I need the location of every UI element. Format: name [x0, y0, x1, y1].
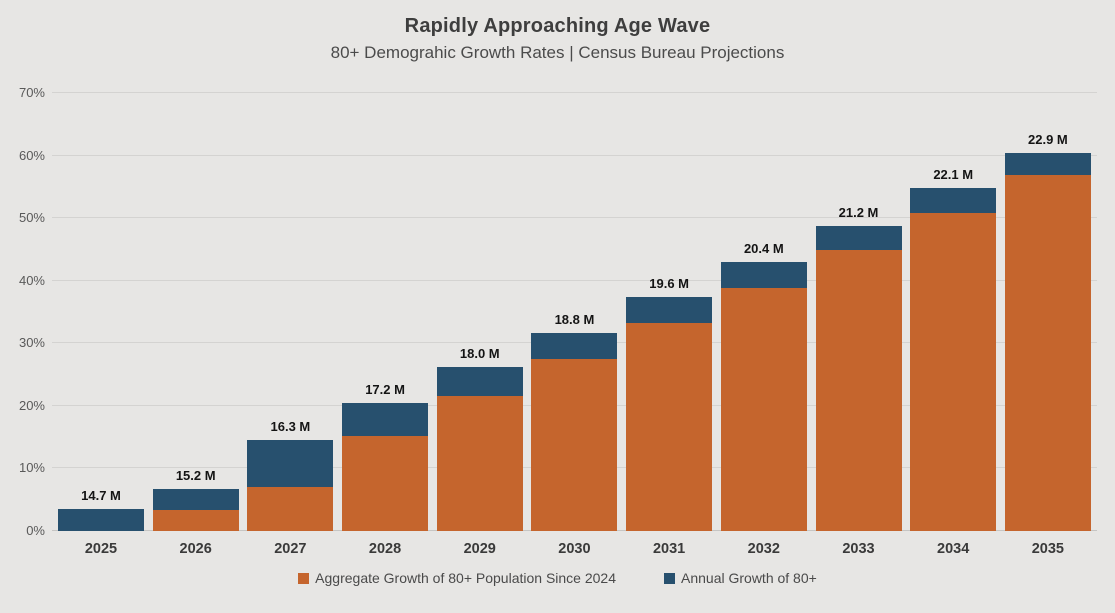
legend-item-annual: Annual Growth of 80+ — [664, 567, 817, 589]
x-tick-label: 2025 — [84, 541, 118, 557]
bar-value-label: 21.2 M — [838, 205, 879, 221]
chart-header: Rapidly Approaching Age Wave 80+ Demogra… — [0, 15, 1115, 63]
bar-segment-aggregate — [626, 323, 713, 531]
gridline — [52, 92, 1097, 93]
bar-column: 21.2 M 2033 — [815, 93, 902, 557]
x-tick-label: 2027 — [274, 541, 307, 557]
legend-label: Annual Growth of 80+ — [681, 570, 817, 586]
bar-value-label: 14.7 M — [81, 488, 121, 504]
bar-column: 19.6 M 2031 — [626, 93, 713, 557]
x-tick-label: 2029 — [463, 541, 496, 557]
bar-column: 15.2 M 2026 — [152, 93, 239, 557]
gridline — [52, 279, 1097, 281]
bar-segment-annual — [531, 332, 618, 359]
bar-value-label: 18.8 M — [554, 311, 595, 327]
bar-value-label: 15.2 M — [175, 468, 216, 484]
bar-segment-aggregate — [1004, 174, 1091, 531]
chart-title: Rapidly Approaching Age Wave — [404, 15, 711, 37]
x-tick-label: 2035 — [1031, 541, 1064, 557]
bar-segment-aggregate — [815, 250, 902, 531]
bar-segment-annual — [436, 367, 523, 396]
y-tick-label: 10% — [18, 460, 45, 476]
bar-segment-aggregate — [436, 395, 523, 531]
bar-column: 16.3 M 2027 — [247, 93, 334, 557]
bar-column: 18.0 M 2029 — [436, 93, 523, 557]
y-tick-label: 0% — [26, 523, 45, 538]
y-tick-label: 20% — [18, 397, 45, 413]
bar-value-label: 16.3 M — [270, 419, 311, 435]
bar-value-label: 22.1 M — [933, 167, 974, 183]
y-axis: 0% 10% 20% 30% 40% 50% 60% 70% — [0, 86, 45, 538]
y-tick-label: 40% — [18, 272, 45, 288]
chart-subtitle: 80+ Demograhic Growth Rates | Census Bur… — [330, 43, 785, 62]
bar-column: 22.9 M 2035 — [1004, 93, 1091, 557]
legend-label: Aggregate Growth of 80+ Population Since… — [315, 570, 616, 586]
y-tick-label: 60% — [18, 147, 45, 163]
bar-column: 20.4 M 2032 — [720, 93, 807, 557]
bar-segment-aggregate — [342, 435, 429, 531]
bar-column: 22.1 M 2034 — [910, 93, 997, 557]
bar-value-label: 17.2 M — [365, 381, 405, 397]
x-tick-label: 2034 — [937, 541, 970, 557]
bar-segment-annual — [815, 226, 902, 251]
legend-item-aggregate: Aggregate Growth of 80+ Population Since… — [298, 567, 616, 589]
bar-segment-annual — [58, 509, 144, 531]
bar-column: 17.2 M 2028 — [342, 93, 429, 557]
y-tick-label: 70% — [18, 85, 45, 100]
bar-segment-annual — [152, 489, 239, 510]
bars-container: 14.7 M 2025 15.2 M 2026 16.3 M 2027 17.2 M 2028… — [52, 93, 1097, 557]
bar-value-label: 22.9 M — [1028, 132, 1068, 148]
x-tick-label: 2026 — [179, 541, 212, 557]
bar-segment-annual — [1004, 153, 1091, 175]
bar-segment-annual — [342, 402, 429, 436]
bar-segment-aggregate — [152, 509, 239, 531]
bar-column: 18.8 M 2030 — [531, 93, 618, 557]
plot-area: 14.7 M 2025 15.2 M 2026 16.3 M 2027 17.2 M 2028… — [52, 92, 1097, 557]
bar-segment-annual — [626, 297, 713, 324]
bar-segment-aggregate — [531, 358, 618, 531]
x-tick-label: 2032 — [747, 541, 780, 557]
y-tick-label: 30% — [18, 335, 45, 351]
x-tick-label: 2031 — [652, 541, 686, 557]
bar-segment-aggregate — [247, 487, 334, 531]
bar-segment-annual — [910, 188, 997, 214]
bar-column: 14.7 M 2025 — [58, 93, 144, 557]
bar-segment-annual — [720, 261, 807, 289]
bar-segment-aggregate — [910, 213, 997, 531]
bar-segment-annual — [247, 440, 334, 488]
bar-segment-aggregate — [720, 288, 807, 531]
bar-value-label: 18.0 M — [459, 346, 500, 362]
x-tick-label: 2033 — [842, 541, 875, 557]
legend: Aggregate Growth of 80+ Population Since… — [0, 567, 1115, 589]
x-tick-label: 2028 — [368, 541, 402, 557]
y-tick-label: 50% — [18, 210, 45, 226]
bar-value-label: 19.6 M — [649, 276, 689, 291]
gridline — [52, 217, 1097, 219]
legend-swatch — [664, 572, 675, 584]
x-tick-label: 2030 — [558, 541, 591, 557]
gridline — [52, 154, 1097, 156]
bar-value-label: 20.4 M — [743, 240, 784, 256]
legend-swatch — [298, 572, 310, 584]
